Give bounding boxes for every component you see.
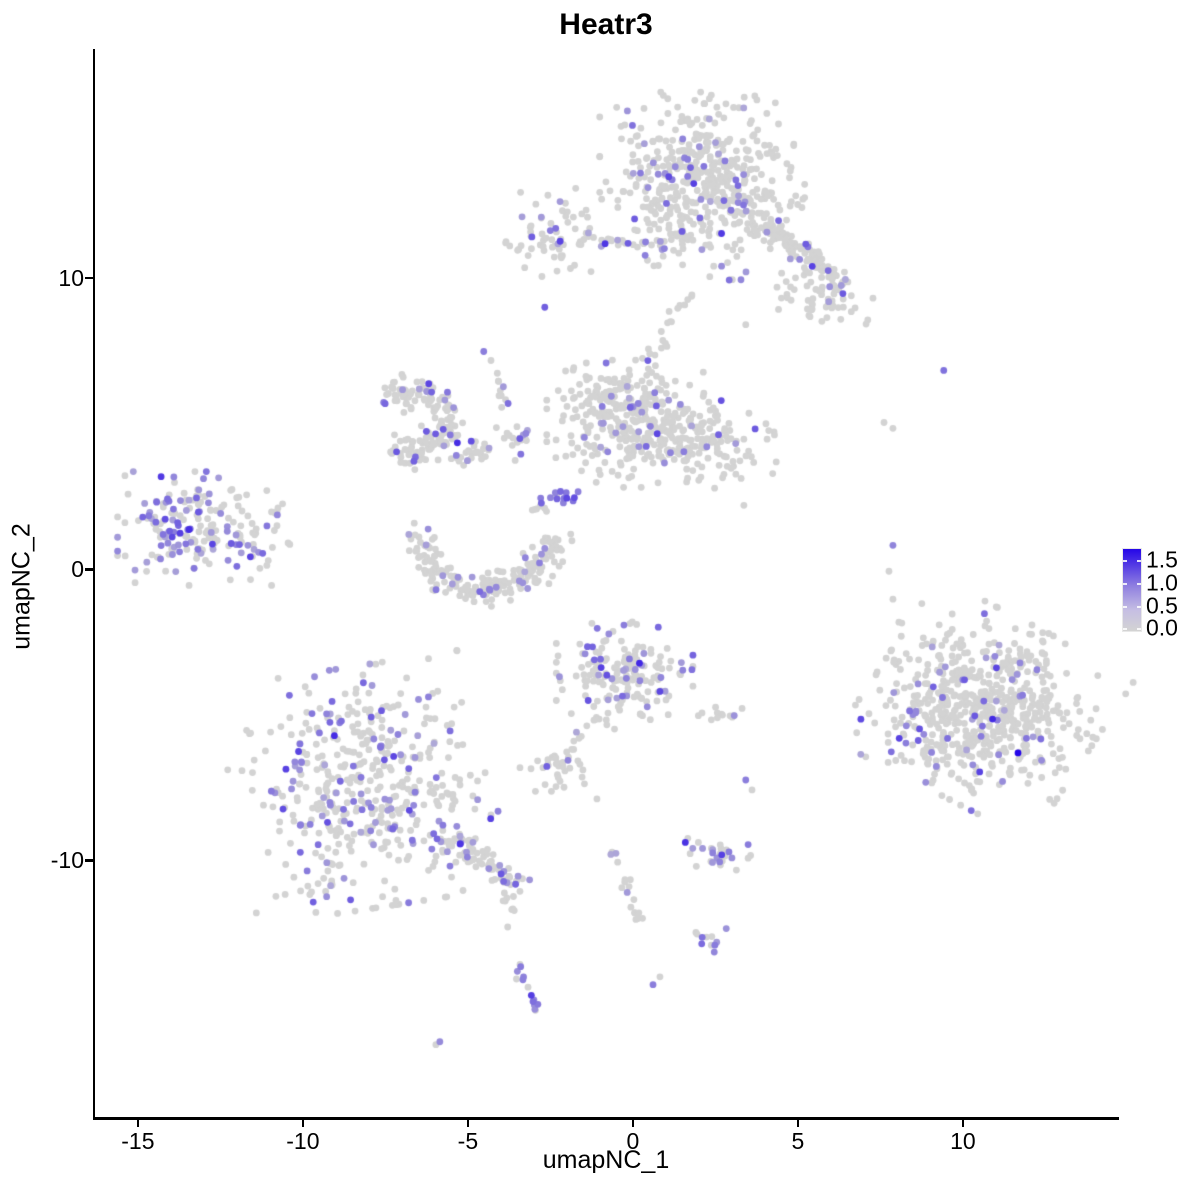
legend-tick-mark [1137, 628, 1141, 630]
x-axis-tick-label: -15 [121, 1128, 155, 1154]
x-axis-tick [466, 1118, 470, 1127]
x-axis-title: umapNC_1 [542, 1146, 670, 1174]
legend-tick-label: 1.0 [1146, 569, 1178, 596]
y-axis-title: umapNC_2 [7, 523, 36, 650]
legend-tick-mark [1137, 606, 1141, 608]
x-axis-line [92, 1117, 1119, 1120]
x-axis-tick [631, 1118, 635, 1127]
x-axis-tick-label: 0 [626, 1128, 640, 1154]
x-axis-tick-label: -5 [457, 1128, 479, 1154]
y-axis-tick [85, 276, 94, 280]
y-axis-tick [85, 859, 94, 862]
y-axis-tick-label: 0 [71, 556, 84, 583]
x-axis-tick-label: 10 [950, 1128, 976, 1154]
x-axis-tick-label: 5 [791, 1128, 805, 1154]
legend-tick-mark [1137, 583, 1141, 585]
legend-tick-label: 0.5 [1146, 592, 1178, 619]
y-axis-tick [85, 567, 94, 571]
legend-tick-mark [1123, 560, 1127, 562]
x-axis-tick [301, 1118, 305, 1127]
legend-tick-label: 1.5 [1146, 546, 1178, 573]
legend-tick-mark [1123, 628, 1127, 630]
legend-tick-mark [1123, 606, 1127, 608]
y-axis-tick-label: 10 [58, 265, 84, 292]
legend-tick-label: 0.0 [1146, 614, 1178, 641]
y-axis-line [92, 49, 96, 1119]
x-axis-tick [796, 1118, 800, 1127]
x-axis-tick [136, 1118, 140, 1127]
legend-tick-mark [1137, 560, 1141, 562]
legend-tick-mark [1123, 583, 1127, 585]
chart-title: Heatr3 [559, 8, 653, 41]
legend-colorbar [1122, 548, 1142, 632]
x-axis-tick-label: -10 [286, 1128, 320, 1154]
y-axis-tick-label: -10 [50, 847, 84, 874]
x-axis-tick [961, 1118, 965, 1127]
